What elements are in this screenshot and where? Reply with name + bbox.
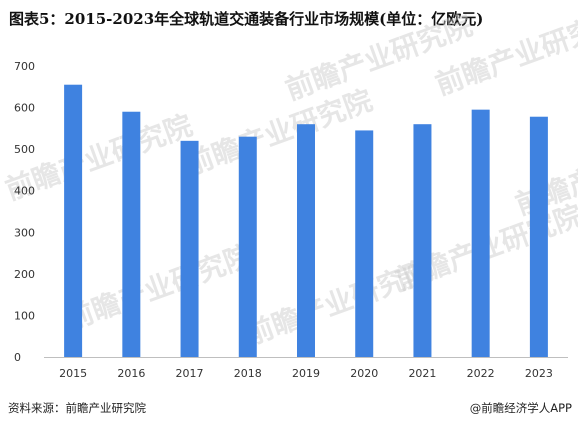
bar-2018	[238, 136, 257, 357]
y-tick-label: 200	[14, 268, 35, 281]
x-tick-label: 2022	[467, 367, 495, 380]
x-tick-label: 2018	[234, 367, 262, 380]
y-tick-label: 0	[14, 351, 21, 364]
x-tick-label: 2016	[117, 367, 145, 380]
x-tick-label: 2017	[176, 367, 204, 380]
y-tick-label: 400	[14, 185, 35, 198]
watermark-text: 前瞻产业研究院	[181, 84, 376, 182]
x-tick-label: 2021	[408, 367, 436, 380]
bars	[64, 84, 548, 358]
bar-2015	[64, 84, 83, 357]
source-note: 资料来源：前瞻产业研究院	[8, 401, 146, 415]
bar-2022	[471, 109, 490, 358]
brand-credit: @前瞻经济学人APP	[469, 401, 572, 415]
y-axis: 0 100 200 300 400 500 600 700	[14, 60, 35, 364]
watermark-layer: 前瞻产业研究院前瞻产业研究院前瞻产业研究院前瞻产业研究院前瞻产业研究院前瞻产业研…	[1, 4, 578, 352]
bar-2023	[529, 116, 548, 358]
bar-2020	[355, 130, 374, 357]
y-tick-label: 600	[14, 102, 35, 115]
x-tick-label: 2023	[525, 367, 553, 380]
chart-title: 图表5：2015-2023年全球轨道交通装备行业市场规模(单位：亿欧元)	[9, 10, 484, 28]
y-tick-label: 300	[14, 226, 35, 239]
y-tick-label: 700	[14, 60, 35, 73]
x-tick-label: 2015	[59, 367, 87, 380]
watermark-text: 前瞻产业研究院	[61, 239, 256, 337]
bar-2017	[180, 140, 199, 357]
bar-2021	[413, 124, 432, 357]
y-tick-label: 100	[14, 309, 35, 322]
x-tick-label: 2019	[292, 367, 320, 380]
bar-2016	[122, 111, 141, 357]
footer: 资料来源：前瞻产业研究院 @前瞻经济学人APP	[8, 398, 572, 420]
x-tick-label: 2020	[350, 367, 378, 380]
y-tick-label: 500	[14, 143, 35, 156]
bar-2019	[297, 124, 315, 357]
x-axis: 2015 2016 2017 2018 2019 2020 2021 2022 2023	[44, 357, 568, 380]
